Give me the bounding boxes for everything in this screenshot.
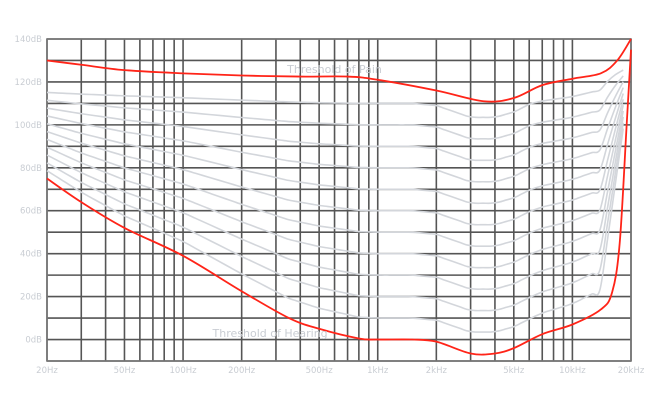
y-tick-label: 40dB — [20, 250, 42, 260]
annotations: Threshold of Pain Threshold of Hearing — [212, 63, 382, 340]
x-tick-label: 1kHz — [367, 366, 389, 376]
y-tick-label: 140dB — [15, 35, 43, 45]
threshold-of-pain-line — [46, 38, 632, 103]
x-tick-label: 20kHz — [618, 366, 645, 376]
contour-line-50-phon — [46, 105, 624, 248]
contour-line-90-phon — [46, 81, 624, 162]
threshold-of-hearing-label: Threshold of Hearing — [212, 327, 328, 340]
y-tick-label: 80dB — [20, 164, 42, 174]
contour-line-110-phon — [46, 69, 624, 119]
plot-border — [46, 38, 632, 362]
x-tick-label: 200Hz — [228, 366, 256, 376]
series-lines — [46, 38, 632, 356]
contour-line-10-phon — [46, 128, 625, 333]
y-tick-label: 120dB — [15, 78, 43, 88]
contour-line-70-phon — [46, 93, 624, 205]
contour-line-30-phon — [46, 116, 625, 290]
loudness-contours — [46, 69, 625, 333]
y-tick-label: 20dB — [20, 293, 42, 303]
y-tick-labels: 140dB 120dB 100dB 80dB 60dB 40dB 20dB 0dB — [15, 35, 43, 346]
x-tick-label: 100Hz — [170, 366, 198, 376]
contour-line-60-phon — [46, 99, 624, 226]
x-tick-label: 5kHz — [503, 366, 525, 376]
y-tick-label: 0dB — [25, 336, 42, 346]
x-tick-label: 2kHz — [426, 366, 448, 376]
y-tick-label: 60dB — [20, 207, 42, 217]
contour-line-20-phon — [46, 122, 625, 312]
x-tick-label: 10kHz — [559, 366, 586, 376]
x-tick-label: 50Hz — [114, 366, 136, 376]
threshold-of-pain-label: Threshold of Pain — [286, 63, 382, 76]
contour-line-80-phon — [46, 87, 624, 183]
threshold-of-hearing-line — [46, 49, 632, 356]
x-tick-label: 500Hz — [306, 366, 334, 376]
x-tick-label: 20Hz — [36, 366, 58, 376]
contour-line-40-phon — [46, 110, 624, 269]
x-tick-labels: 20Hz 50Hz 100Hz 200Hz 500Hz 1kHz 2kHz 5kHz 10kHz… — [36, 366, 645, 376]
y-tick-label: 100dB — [15, 121, 43, 131]
contour-line-100-phon — [46, 75, 624, 140]
